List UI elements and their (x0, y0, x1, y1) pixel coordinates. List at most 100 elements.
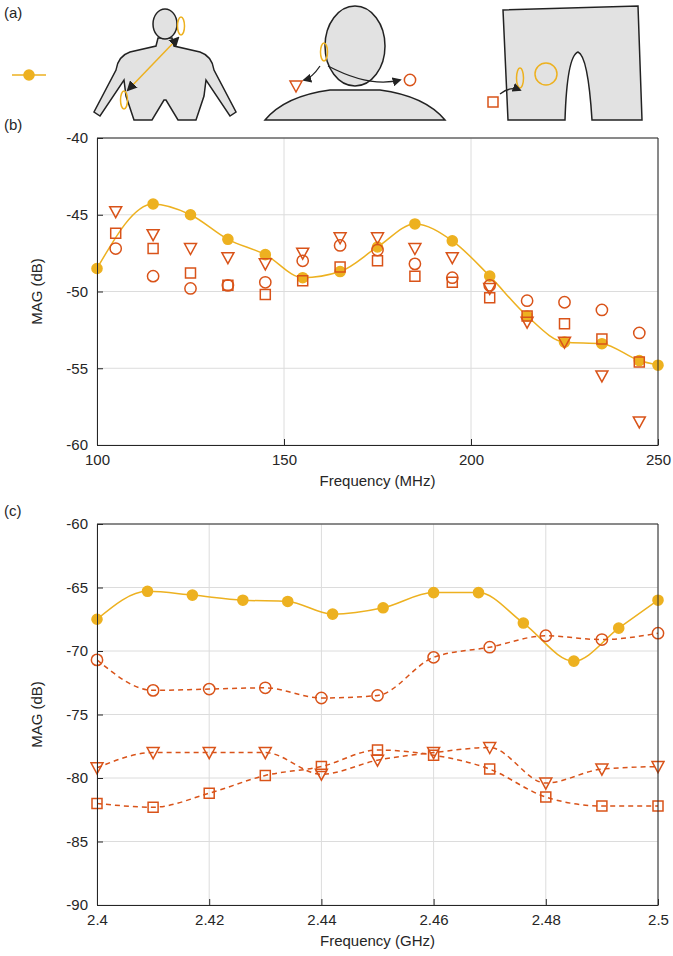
tick-label: 2.46 (419, 911, 448, 928)
tick: -90 (66, 896, 103, 913)
grid-line (97, 291, 658, 292)
tick-mark (97, 445, 103, 446)
tick: 150 (272, 439, 297, 468)
tick-mark (97, 715, 103, 716)
marker (596, 371, 608, 382)
marker (334, 240, 345, 251)
tick: -85 (66, 833, 103, 850)
series-line (97, 748, 658, 784)
tick-label: -40 (66, 129, 88, 146)
tick-label: 200 (459, 451, 484, 468)
arrow (304, 66, 320, 80)
tick: 200 (459, 439, 484, 468)
series-line (97, 591, 658, 661)
marker (335, 262, 345, 272)
tick: -75 (66, 706, 103, 723)
tick: -60 (66, 515, 103, 532)
grid-line (97, 778, 658, 779)
marker (260, 682, 271, 693)
marker (485, 764, 495, 774)
tick-mark (658, 439, 659, 445)
tick-label: -90 (66, 896, 88, 913)
grid-line (97, 905, 658, 906)
head (153, 9, 177, 39)
marker (429, 750, 439, 760)
head (325, 6, 385, 86)
antenna (121, 91, 128, 109)
antenna (178, 17, 185, 35)
shoulders (265, 90, 445, 120)
tick-label: -65 (66, 579, 88, 596)
marker (298, 276, 308, 286)
tick: 2.5 (648, 899, 669, 928)
marker (186, 268, 196, 278)
marker (223, 234, 233, 244)
marker (147, 685, 158, 696)
marker (559, 337, 569, 347)
tick: -65 (66, 579, 103, 596)
tick-label: -75 (66, 706, 88, 723)
tick: -50 (66, 283, 103, 300)
marker (634, 357, 644, 367)
tick: -40 (66, 129, 103, 146)
marker (148, 244, 158, 254)
tick-label: 150 (272, 451, 297, 468)
marker (316, 692, 327, 703)
marker (203, 748, 215, 759)
marker (110, 243, 121, 254)
body (94, 38, 236, 120)
marker (447, 236, 457, 246)
marker (540, 778, 552, 789)
frame (97, 138, 658, 445)
marker (522, 311, 532, 321)
marker (522, 311, 532, 321)
tick-mark (471, 439, 472, 445)
tick-label: -85 (66, 833, 88, 850)
marker (378, 603, 388, 613)
marker (596, 764, 608, 775)
tick-label: 2.4 (87, 911, 108, 928)
tick-label: -70 (66, 642, 88, 659)
marker (238, 595, 248, 605)
marker (298, 273, 308, 283)
marker (597, 334, 607, 344)
marker (260, 770, 270, 780)
tick-mark (97, 292, 103, 293)
arrow (328, 66, 400, 82)
marker (484, 642, 495, 653)
tick-label: -50 (66, 283, 88, 300)
tick: -70 (66, 642, 103, 659)
frame (97, 524, 658, 905)
link-arrow (128, 38, 178, 90)
marker (518, 618, 528, 628)
marker (283, 596, 293, 606)
tick-mark (97, 524, 103, 525)
tick-label: 2.44 (307, 911, 336, 928)
marker (373, 745, 383, 755)
marker (446, 253, 458, 264)
tick-mark (97, 138, 103, 139)
marker (372, 755, 384, 766)
panel-label: (b) (4, 116, 22, 133)
marker (204, 683, 215, 694)
marker (185, 210, 195, 220)
tick-label: -60 (66, 436, 88, 453)
antenna-ring (535, 63, 557, 85)
marker (373, 256, 383, 266)
marker (484, 743, 496, 754)
marker (540, 630, 551, 641)
series-line (97, 750, 658, 807)
axis-line (98, 445, 659, 446)
marker (260, 290, 270, 300)
tick-label: 2.48 (532, 911, 561, 928)
diagram (12, 6, 642, 120)
marker (260, 277, 271, 288)
tick: 2.42 (195, 899, 224, 928)
tick: 2.46 (419, 899, 448, 928)
marker (147, 748, 159, 759)
marker (185, 283, 196, 294)
tick-mark (97, 368, 103, 369)
marker (447, 277, 457, 287)
tick: -55 (66, 360, 103, 377)
marker (473, 588, 483, 598)
